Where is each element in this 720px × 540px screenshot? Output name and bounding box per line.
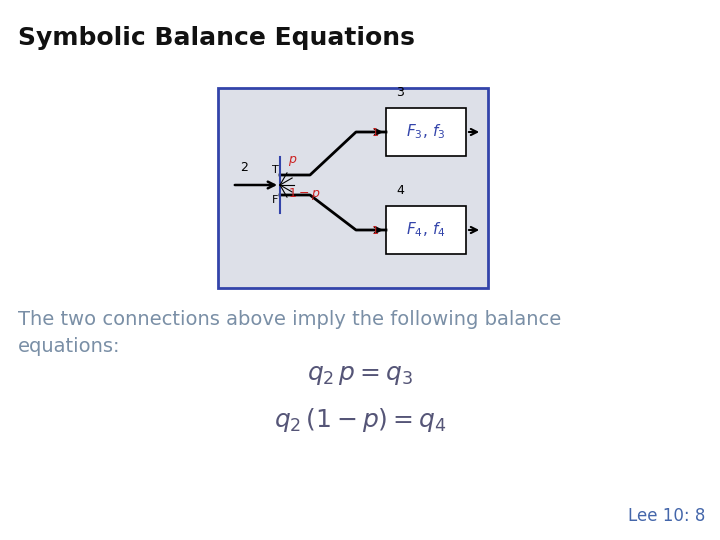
Bar	[218, 88, 488, 288]
Text: $q_2\, p = q_3$: $q_2\, p = q_3$	[307, 363, 413, 387]
Text: F: F	[272, 195, 279, 205]
Text: Symbolic Balance Equations: Symbolic Balance Equations	[18, 26, 415, 50]
Bar	[386, 206, 466, 254]
Text: 1: 1	[372, 128, 379, 138]
Text: T: T	[272, 165, 279, 175]
Text: $F_3,\, f_3$: $F_3,\, f_3$	[406, 123, 446, 141]
Text: 2: 2	[240, 161, 248, 174]
Bar	[386, 108, 466, 156]
Text: $1-p$: $1-p$	[288, 186, 320, 202]
Text: 1: 1	[372, 226, 379, 236]
Text: $p$: $p$	[288, 154, 297, 168]
Text: 4: 4	[396, 184, 404, 197]
Text: Lee 10: 8: Lee 10: 8	[628, 507, 705, 525]
Text: $q_2\,(1 - p) = q_4$: $q_2\,(1 - p) = q_4$	[274, 406, 446, 434]
Text: The two connections above imply the following balance
equations:: The two connections above imply the foll…	[18, 310, 562, 355]
Text: 3: 3	[396, 86, 404, 99]
Text: $F_4,\, f_4$: $F_4,\, f_4$	[406, 221, 446, 239]
